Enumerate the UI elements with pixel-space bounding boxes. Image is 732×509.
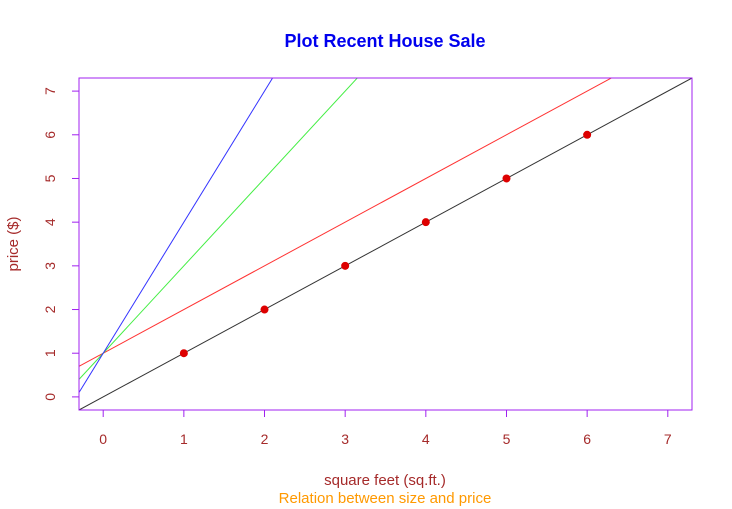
ab-line-2 [79, 78, 613, 367]
data-point [260, 305, 269, 314]
data-point [583, 130, 592, 139]
data-point [502, 174, 511, 183]
x-tick-label: 0 [99, 431, 107, 447]
lines-layer [79, 78, 692, 410]
x-tick-label: 3 [341, 431, 349, 447]
y-tick-label: 5 [42, 174, 58, 182]
ab-line-4 [79, 78, 274, 393]
y-tick-label: 7 [42, 87, 58, 95]
x-tick-label: 1 [180, 431, 188, 447]
x-tick-label: 5 [503, 431, 511, 447]
x-tick-label: 7 [664, 431, 672, 447]
x-tick-label: 6 [583, 431, 591, 447]
data-point [421, 218, 430, 227]
y-tick-label: 2 [42, 305, 58, 313]
x-tick-label: 4 [422, 431, 430, 447]
x-axis: 0 1 2 3 4 5 6 7 [99, 410, 672, 447]
y-tick-label: 3 [42, 262, 58, 270]
plot-box [78, 77, 693, 411]
data-point [341, 261, 350, 270]
x-axis-label: square feet (sq.ft.) [324, 472, 446, 489]
data-point [179, 349, 188, 358]
chart-title: Plot Recent House Sale [284, 31, 485, 51]
y-tick-label: 6 [42, 131, 58, 139]
y-tick-label: 0 [42, 393, 58, 401]
y-axis-label: price ($) [5, 216, 22, 271]
points-layer [179, 130, 592, 358]
y-axis: 0 1 2 3 4 5 6 7 [42, 87, 79, 401]
x-tick-label: 2 [261, 431, 269, 447]
y-tick-label: 4 [42, 218, 58, 226]
y-tick-label: 1 [42, 349, 58, 357]
chart-subtitle: Relation between size and price [279, 490, 492, 507]
ab-line-3 [79, 78, 358, 380]
